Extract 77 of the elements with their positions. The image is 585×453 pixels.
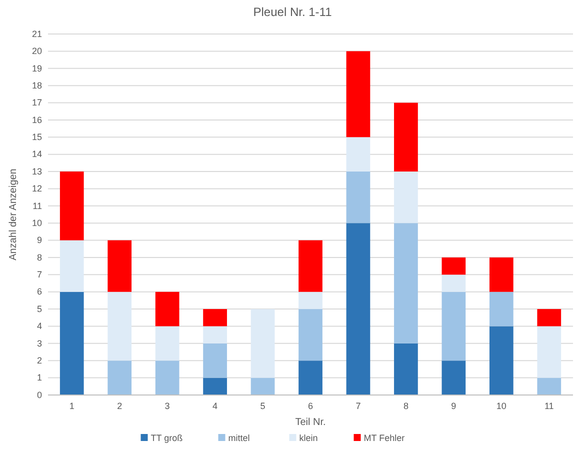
bar: [108, 292, 132, 361]
x-tick-label: 8: [403, 401, 408, 411]
y-tick-label: 10: [32, 218, 42, 228]
bar: [155, 292, 180, 326]
bar: [298, 360, 322, 395]
bar: [108, 360, 132, 395]
bar: [203, 343, 227, 378]
y-tick-label: 13: [32, 166, 42, 176]
x-tick-label: 7: [356, 401, 361, 411]
bar: [155, 360, 180, 395]
x-tick-label: 5: [260, 401, 266, 411]
y-tick-label: 9: [36, 235, 42, 246]
y-tick-label: 18: [32, 80, 42, 90]
bar: [394, 223, 418, 344]
bar: [537, 309, 562, 326]
y-tick-label: 14: [32, 149, 42, 160]
bar: [442, 257, 466, 275]
bar: [346, 172, 370, 224]
bar: [442, 360, 466, 395]
x-tick-label: 2: [117, 401, 122, 411]
bar: [250, 309, 275, 378]
y-tick-label: 11: [32, 200, 42, 211]
bar: [537, 378, 562, 395]
x-tick-label: 9: [451, 401, 456, 411]
legend-label: mittel: [228, 433, 250, 443]
bar: [346, 51, 370, 138]
bar: [442, 274, 466, 292]
bar: [250, 378, 275, 395]
x-tick-label: 6: [308, 401, 314, 411]
bar: [489, 257, 514, 292]
y-tick-label: 8: [36, 252, 42, 262]
y-tick-label: 20: [32, 46, 42, 56]
bar: [537, 326, 562, 378]
bar: [298, 309, 322, 361]
bar: [155, 326, 180, 361]
y-tick-label: 4: [36, 321, 42, 332]
y-axis-title: Anzahl der Anzeigen: [8, 168, 19, 260]
bar: [346, 137, 370, 172]
bar: [394, 172, 418, 224]
bar: [442, 292, 466, 361]
x-axis-title: Teil Nr.: [295, 417, 326, 428]
bar: [60, 240, 84, 292]
bar: [108, 240, 132, 292]
y-tick-label: 19: [32, 63, 42, 74]
y-tick-label: 3: [36, 338, 42, 348]
bar: [489, 292, 514, 326]
y-tick-label: 15: [32, 132, 42, 142]
y-tick-label: 6: [36, 286, 42, 297]
legend-label: TT groß: [150, 433, 184, 443]
y-tick-label: 12: [32, 184, 42, 194]
y-tick-label: 1: [36, 372, 42, 383]
x-tick-label: 10: [496, 401, 506, 411]
legend-label: klein: [299, 433, 318, 443]
bar: [346, 223, 370, 395]
y-tick-label: 21: [32, 28, 42, 39]
legend-label: MT Fehler: [364, 433, 405, 443]
y-tick-label: 17: [32, 98, 42, 108]
x-tick-label: 3: [164, 401, 170, 411]
x-tick-label: 1: [69, 401, 74, 411]
y-tick-label: 7: [36, 270, 42, 280]
y-tick-label: 0: [36, 390, 42, 400]
y-tick-label: 16: [32, 114, 42, 125]
bar: [394, 102, 418, 172]
bar: [60, 292, 84, 395]
bar: [489, 326, 514, 395]
bar: [203, 326, 227, 344]
bar: [298, 292, 322, 310]
y-tick-label: 2: [36, 356, 42, 366]
bar: [298, 240, 322, 292]
x-tick-label: 11: [544, 401, 554, 411]
y-tick-label: 5: [36, 304, 42, 314]
bar: [203, 309, 227, 326]
bar: [394, 343, 418, 395]
bar: [60, 172, 84, 240]
x-tick-label: 4: [212, 401, 218, 411]
bar: [203, 378, 227, 395]
chart-title: Pleuel Nr. 1-11: [253, 5, 332, 19]
